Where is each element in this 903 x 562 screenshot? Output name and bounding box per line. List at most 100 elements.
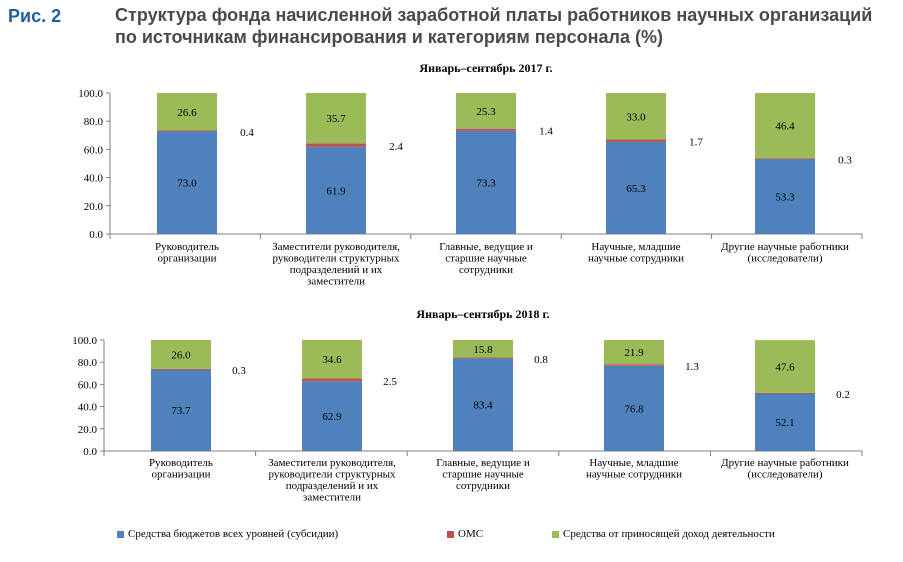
data-label: 33.0 [626,111,646,123]
data-label: 26.0 [171,349,191,361]
category-label: Заместители руководителя, [272,241,400,253]
category-label: научные сотрудники [588,253,684,265]
bar-segment [302,381,362,451]
bar-segment [604,365,664,451]
legend-swatch-income [552,530,559,538]
category-label: научные сотрудники [586,469,682,481]
data-label: 73.3 [476,177,496,189]
category-label: Заместители руководителя, [268,457,396,469]
y-tick-label: 80.0 [84,116,104,128]
bar-segment [157,131,217,234]
data-label: 0.4 [240,127,254,139]
bar-segment [755,158,815,160]
y-tick-label: 0.0 [89,229,103,241]
data-label: 47.6 [775,362,795,374]
category-label: сотрудники [456,480,510,492]
data-label: 76.8 [624,403,644,415]
data-label: 0.2 [836,389,850,401]
data-label: 46.4 [775,121,795,133]
legend-swatch-budget [117,530,124,538]
bar-segment [306,93,366,144]
y-tick-label: 60.0 [78,379,98,391]
data-label: 83.4 [473,400,493,412]
bar-segment [755,393,815,451]
data-label: 1.3 [685,361,699,373]
data-label: 0.3 [232,365,246,377]
legend-item-budget: Средства бюджетов всех уровней (субсидии… [117,528,338,540]
bar-segment [606,93,666,140]
legend-item-oms: ОМС [447,528,483,540]
bar-segment [456,130,516,234]
y-tick-label: 100.0 [78,88,103,100]
bar-segment [151,369,211,451]
data-label: 2.4 [389,141,403,153]
bar-segment [453,358,513,451]
category-label: подразделений и их [286,480,379,492]
chart-title: Январь–сентябрь 2017 г. [419,61,552,75]
bar-segment [456,93,516,129]
data-label: 61.9 [326,185,346,197]
figure-label: Рис. 2 [8,6,62,26]
bar-segment [606,139,666,142]
legend-label-income: Средства от приносящей доход деятельност… [563,528,775,540]
legend: Средства бюджетов всех уровней (субсидии… [0,528,903,544]
data-label: 0.8 [534,354,548,366]
bar-segment [157,130,217,132]
y-tick-label: 40.0 [84,173,104,185]
bar-segment [306,146,366,234]
bar-segment [755,340,815,393]
data-label: 73.7 [171,405,191,417]
data-label: 25.3 [476,106,496,118]
category-label: Руководитель [149,457,213,469]
category-label: подразделений и их [290,264,383,276]
category-label: старшие научные [442,469,524,481]
bar-segment [755,93,815,159]
y-tick-label: 100.0 [72,335,97,347]
y-tick-label: 20.0 [78,424,98,436]
bar-segment [302,378,362,382]
bar-segment [157,93,217,131]
y-tick-label: 0.0 [83,446,97,458]
category-label: организации [157,253,216,265]
data-label: 52.1 [775,417,794,429]
data-label: 73.0 [177,178,197,190]
bar-segment [604,340,664,365]
category-label: Другие научные работники [721,457,849,469]
category-label: (исследователи) [747,253,822,265]
y-tick-label: 20.0 [84,201,104,213]
bar-segment [302,340,362,379]
legend-label-budget: Средства бюджетов всех уровней (субсидии… [128,528,339,540]
legend-label-oms: ОМС [458,528,484,540]
legend-item-income: Средства от приносящей доход деятельност… [552,528,775,540]
category-label: заместители [303,492,361,504]
y-tick-label: 60.0 [84,144,104,156]
y-tick-label: 40.0 [78,402,98,414]
data-label: 1.4 [539,126,553,138]
category-label: организации [151,469,210,481]
bar-segment [604,364,664,366]
category-label: старшие научные [445,253,527,265]
data-label: 65.3 [626,183,646,195]
category-label: Главные, ведущие и [436,457,530,469]
category-label: руководители структурных [272,253,400,265]
data-label: 2.5 [383,376,397,388]
y-tick-label: 80.0 [78,357,98,369]
bar-segment [306,143,366,147]
bar-segment [453,340,513,358]
figure-title: Структура фонда начисленной заработной п… [115,5,873,47]
data-label: 15.8 [473,344,493,356]
bar-segment [755,158,815,234]
legend-swatch-oms [447,530,454,538]
bar-segment [456,128,516,131]
bar-segment [755,392,815,394]
category-label: сотрудники [459,264,513,276]
data-label: 21.9 [624,347,644,359]
category-label: Научные, младшие [591,241,680,253]
data-label: 1.7 [689,137,703,149]
data-label: 26.6 [177,107,197,119]
category-label: Главные, ведущие и [439,241,533,253]
data-label: 62.9 [322,411,342,423]
category-label: (исследователи) [747,469,822,481]
category-label: Научные, младшие [589,457,678,469]
